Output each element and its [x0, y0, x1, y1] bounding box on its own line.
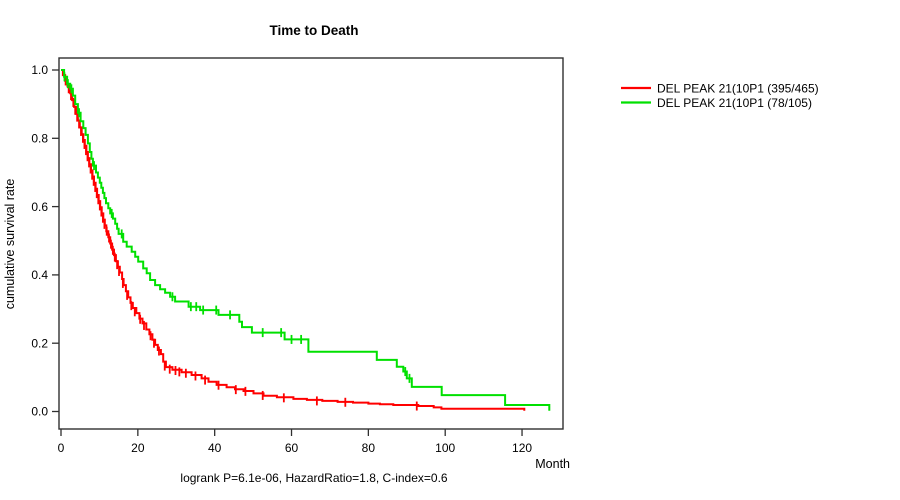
y-tick-label: 0.8 — [31, 132, 48, 146]
y-tick-label: 1.0 — [31, 63, 48, 77]
plot-box — [58, 57, 564, 430]
legend-label-green: DEL PEAK 21(10P1 (78/105) — [657, 96, 812, 110]
survival-curve-green — [61, 69, 551, 411]
y-tick-label: 0.6 — [31, 200, 48, 214]
survival-curve-red — [61, 69, 526, 411]
y-tick-label: 0.0 — [31, 405, 48, 419]
y-axis-label: cumulative survival rate — [3, 179, 17, 310]
chart-title: Time to Death — [269, 23, 358, 38]
x-tick-label: 20 — [131, 441, 145, 455]
stats-annotation: logrank P=6.1e-06, HazardRatio=1.8, C-in… — [180, 471, 447, 485]
x-tick-label: 40 — [208, 441, 222, 455]
generated-plot-elements: 0 20 40 60 80 100 120 0.0 0.2 0.4 0.6 0.8 1.0 — [31, 57, 564, 455]
x-tick-label: 0 — [58, 441, 65, 455]
legend-label-red: DEL PEAK 21(10P1 (395/465) — [657, 82, 819, 96]
x-tick-label: 60 — [285, 441, 299, 455]
x-tick-label: 100 — [435, 441, 455, 455]
x-tick-label: 80 — [362, 441, 376, 455]
y-tick-label: 0.4 — [31, 268, 48, 282]
x-tick-label: 120 — [512, 441, 532, 455]
y-tick-label: 0.2 — [31, 336, 48, 350]
x-axis-label: Month — [535, 457, 570, 471]
legend: DEL PEAK 21(10P1 (395/465) DEL PEAK 21(1… — [621, 82, 819, 110]
